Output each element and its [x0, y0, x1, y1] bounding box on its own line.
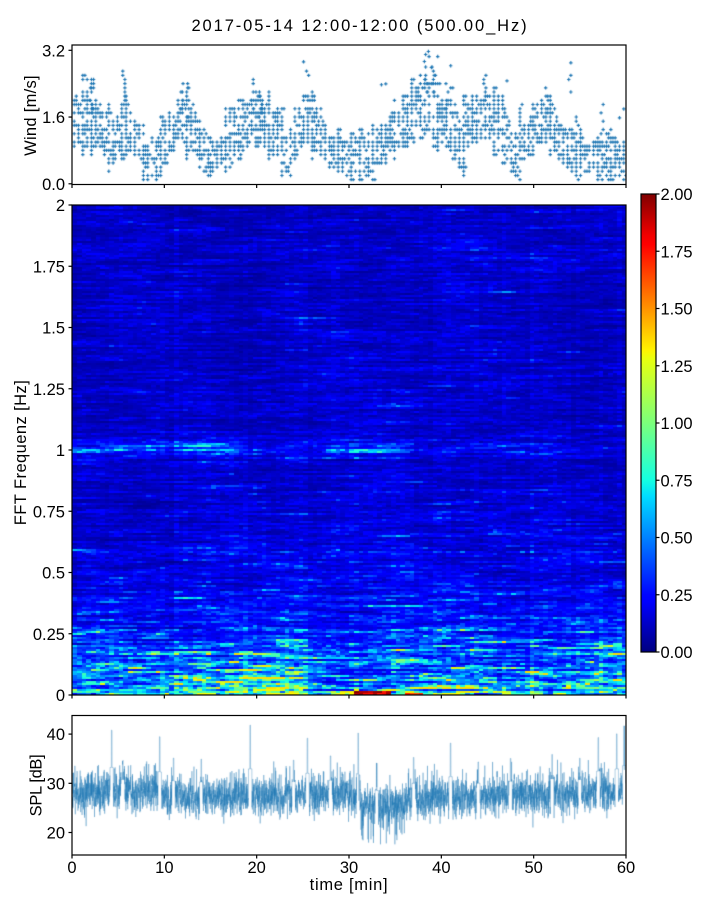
svg-text:2017-05-14 12:00-12:00 (500.00: 2017-05-14 12:00-12:00 (500.00_Hz) [191, 17, 528, 35]
svg-text:1.25: 1.25 [33, 381, 65, 399]
svg-text:1.75: 1.75 [661, 243, 693, 261]
svg-text:2.00: 2.00 [661, 186, 693, 204]
svg-text:Wind [m/s]: Wind [m/s] [22, 75, 40, 156]
svg-text:60: 60 [617, 859, 635, 877]
svg-text:1.00: 1.00 [661, 415, 693, 433]
svg-text:0.25: 0.25 [33, 626, 65, 644]
svg-text:20: 20 [247, 859, 265, 877]
svg-text:40: 40 [47, 726, 65, 744]
svg-text:0.25: 0.25 [661, 587, 693, 605]
svg-text:1.5: 1.5 [42, 320, 65, 338]
svg-text:30: 30 [340, 859, 358, 877]
svg-text:20: 20 [47, 825, 65, 843]
svg-text:40: 40 [432, 859, 450, 877]
svg-text:0.50: 0.50 [661, 530, 693, 548]
svg-text:0.75: 0.75 [661, 472, 693, 490]
svg-text:1.6: 1.6 [42, 109, 65, 127]
svg-text:50: 50 [524, 859, 542, 877]
svg-text:0.75: 0.75 [33, 503, 65, 521]
svg-text:1.75: 1.75 [33, 258, 65, 276]
svg-text:2: 2 [56, 197, 65, 215]
svg-text:0.00: 0.00 [661, 644, 693, 662]
svg-text:0.0: 0.0 [42, 176, 65, 194]
svg-text:SPL [dB]: SPL [dB] [28, 755, 46, 817]
svg-text:0: 0 [67, 859, 76, 877]
svg-text:0: 0 [56, 687, 65, 705]
svg-text:1.50: 1.50 [661, 301, 693, 319]
svg-text:1.25: 1.25 [661, 358, 693, 376]
svg-text:time [min]: time [min] [310, 876, 389, 894]
svg-text:1: 1 [56, 442, 65, 460]
svg-text:10: 10 [155, 859, 173, 877]
svg-text:FFT Frequenz [Hz]: FFT Frequenz [Hz] [12, 380, 30, 525]
svg-text:3.2: 3.2 [42, 42, 65, 60]
svg-text:30: 30 [47, 775, 65, 793]
svg-text:0.5: 0.5 [42, 565, 65, 583]
